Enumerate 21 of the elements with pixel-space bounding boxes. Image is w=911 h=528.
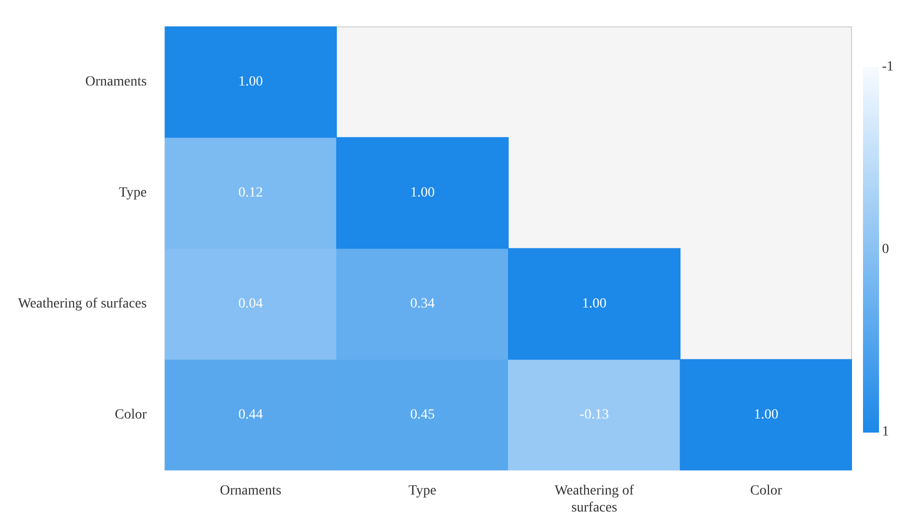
data-label: 0.34 [410, 296, 435, 312]
y-tick-label: Color [114, 408, 148, 423]
y-tick-label: Type [118, 186, 147, 201]
y-tick-label: Weathering of surfaces [18, 296, 147, 312]
color-bar-label: 0 [882, 242, 889, 258]
data-label: 0.45 [410, 408, 435, 423]
color-bar-label: -1 [882, 60, 894, 75]
data-label: 1.00 [238, 74, 263, 90]
data-label: 0.44 [238, 408, 263, 423]
data-label: 0.04 [238, 296, 263, 312]
data-label: 0.12 [238, 186, 263, 201]
y-tick-label: Ornaments [85, 74, 147, 90]
x-tick-label: Type [408, 483, 436, 498]
x-tick-label: Color [750, 483, 782, 498]
x-tick-label: Weathering of surfaces [554, 483, 634, 516]
data-label: 1.00 [754, 408, 778, 423]
data-label: 1.00 [582, 296, 607, 312]
color-bar-label: 1 [882, 424, 889, 440]
x-tick-label: Ornaments [220, 483, 282, 498]
data-label: -0.13 [580, 408, 609, 423]
data-label: 1.00 [410, 186, 435, 201]
